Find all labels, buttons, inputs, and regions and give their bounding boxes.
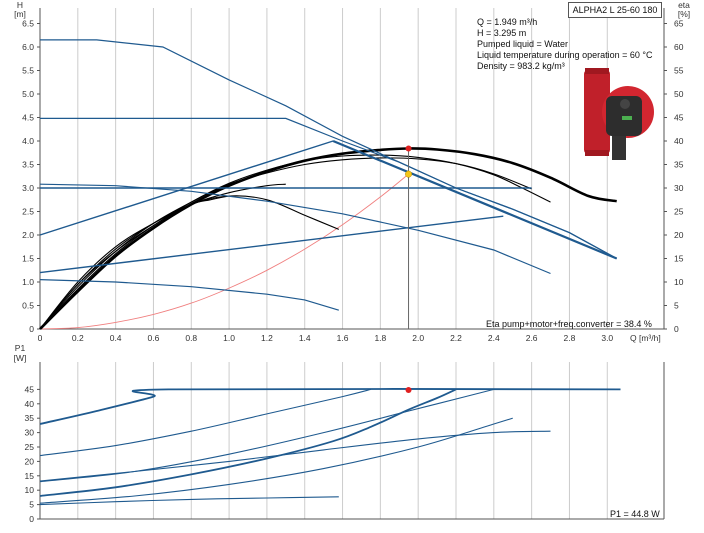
y2-tick-label: 10 [674, 277, 684, 287]
y-tick-label: 0.5 [22, 301, 34, 311]
y-axis-title: H [17, 0, 23, 10]
y-tick-label: 2.0 [22, 230, 34, 240]
power-curve [39, 388, 372, 457]
y-axis-unit: [m] [14, 9, 26, 19]
y-tick-label: 4.5 [22, 113, 34, 123]
power-curve [39, 387, 621, 425]
y-tick-label: 5.0 [22, 89, 34, 99]
pump-flange-top [585, 68, 609, 74]
p1-tick-label: 40 [25, 399, 35, 409]
info-line: Pumped liquid = Water [477, 39, 568, 49]
eta-curve [39, 195, 230, 330]
model-label: ALPHA2 L 25-60 180 [568, 2, 662, 18]
y2-tick-label: 30 [674, 183, 684, 193]
y2-axis-unit: [%] [678, 9, 690, 19]
info-line: Liquid temperature during operation = 60… [477, 50, 653, 60]
head-curve [40, 39, 617, 260]
control-curve [39, 215, 504, 274]
power-curve [39, 430, 551, 482]
max-control-curve [332, 139, 618, 260]
pump-flange-bottom [585, 150, 609, 156]
power-curve [39, 496, 339, 506]
y2-tick-label: 50 [674, 89, 684, 99]
y2-tick-label: 40 [674, 136, 684, 146]
duty-head-point [405, 170, 412, 178]
x-axis-title: Q [m³/h] [630, 333, 661, 343]
y-tick-label: 3.0 [22, 183, 34, 193]
p1-tick-label: 10 [25, 485, 35, 495]
x-tick-label: 0 [38, 333, 43, 343]
y-tick-label: 0 [29, 324, 34, 334]
eta-curve [39, 183, 286, 330]
y2-tick-label: 15 [674, 254, 684, 264]
y2-tick-label: 20 [674, 230, 684, 240]
p1-tick-label: 0 [29, 514, 34, 524]
x-tick-label: 1.4 [299, 333, 311, 343]
y2-tick-label: 55 [674, 66, 684, 76]
duty-eta-point [405, 145, 412, 152]
x-tick-label: 0.6 [148, 333, 160, 343]
y-tick-label: 4.0 [22, 136, 34, 146]
y2-tick-label: 5 [674, 301, 679, 311]
y-tick-label: 2.5 [22, 207, 34, 217]
x-tick-label: 0.8 [185, 333, 197, 343]
y2-tick-label: 45 [674, 113, 684, 123]
eta-label: Eta pump+motor+freq.converter = 38.4 % [486, 319, 652, 329]
x-tick-label: 2.0 [412, 333, 424, 343]
x-tick-label: 2.8 [564, 333, 576, 343]
y2-tick-label: 25 [674, 207, 684, 217]
p1-tick-label: 35 [25, 413, 35, 423]
eta-curve [39, 195, 340, 330]
y-tick-label: 1.5 [22, 254, 34, 264]
info-line: H = 3.295 m [477, 28, 526, 38]
head-curve [40, 117, 617, 260]
x-tick-label: 1.8 [374, 333, 386, 343]
x-tick-label: 2.4 [488, 333, 500, 343]
pump-image [584, 68, 654, 160]
x-tick-label: 2.6 [526, 333, 538, 343]
y-tick-label: 1.0 [22, 277, 34, 287]
p1-tick-label: 5 [29, 500, 34, 510]
pump-logo [620, 99, 630, 109]
y-tick-label: 5.5 [22, 66, 34, 76]
x-tick-label: 1.6 [337, 333, 349, 343]
head-curve [39, 279, 339, 311]
pump-plug [612, 136, 626, 160]
y-tick-label: 6.0 [22, 42, 34, 52]
info-line: Q = 1.949 m³/h [477, 17, 537, 27]
x-tick-label: 0.4 [110, 333, 122, 343]
p1-tick-label: 45 [25, 384, 35, 394]
duty-power-point [405, 386, 412, 393]
y-tick-label: 3.5 [22, 160, 34, 170]
y2-axis-title: eta [678, 0, 690, 10]
x-tick-label: 3.0 [601, 333, 613, 343]
p1-tick-label: 25 [25, 442, 35, 452]
info-line: Density = 983.2 kg/m³ [477, 61, 565, 71]
eta-curve [39, 154, 551, 330]
eta-curve [39, 147, 617, 330]
p1-tick-label: 15 [25, 471, 35, 481]
head-curve [39, 183, 551, 275]
pump-body [584, 70, 610, 154]
p1-axis-title: P1 [15, 343, 26, 353]
x-tick-label: 2.2 [450, 333, 462, 343]
eta-curve [39, 157, 532, 330]
x-tick-label: 1.0 [223, 333, 235, 343]
p1-label: P1 = 44.8 W [610, 509, 660, 519]
p1-axis-unit: [W] [14, 353, 27, 363]
y2-tick-label: 65 [674, 19, 684, 29]
y2-tick-label: 0 [674, 324, 679, 334]
x-tick-label: 0.2 [72, 333, 84, 343]
y-tick-label: 6.5 [22, 19, 34, 29]
p1-tick-label: 30 [25, 428, 35, 438]
p1-tick-label: 20 [25, 456, 35, 466]
x-tick-label: 1.2 [261, 333, 273, 343]
power-curve [39, 388, 457, 497]
pump-display [622, 116, 632, 120]
y2-tick-label: 35 [674, 160, 684, 170]
power-curve [39, 417, 513, 504]
y2-tick-label: 60 [674, 42, 684, 52]
